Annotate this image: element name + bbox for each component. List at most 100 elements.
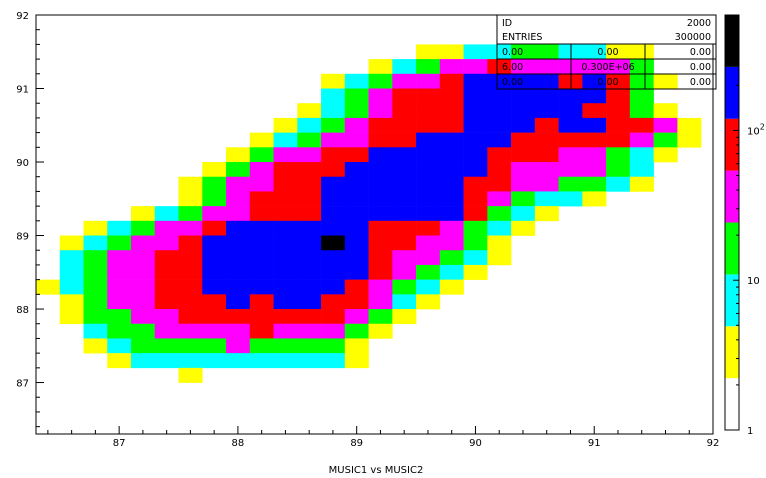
heatmap-cell xyxy=(392,176,417,192)
heatmap-cell xyxy=(653,103,678,119)
heatmap-cell xyxy=(582,162,607,178)
heatmap-cell xyxy=(344,162,369,178)
heatmap-cell xyxy=(534,147,559,163)
color-bar-segment xyxy=(725,378,739,430)
heatmap-cell xyxy=(534,117,559,133)
heatmap-cell xyxy=(629,162,654,178)
heatmap-cell xyxy=(202,220,227,236)
heatmap-cell xyxy=(321,250,346,266)
heatmap-cell xyxy=(59,235,84,251)
heatmap-cell xyxy=(439,103,464,119)
heatmap-cell xyxy=(558,132,583,148)
heatmap-cell xyxy=(273,279,298,295)
heatmap-cell xyxy=(131,279,156,295)
heatmap-cell xyxy=(511,206,536,222)
heatmap-cell xyxy=(154,294,179,310)
heatmap-cell xyxy=(107,235,132,251)
heatmap-cell xyxy=(178,294,203,310)
heatmap-cell xyxy=(107,353,132,369)
heatmap-cell xyxy=(487,117,512,133)
heatmap-cell xyxy=(321,294,346,310)
heatmap-cell xyxy=(416,147,441,163)
heatmap-cell xyxy=(439,117,464,133)
heatmap-cell xyxy=(202,279,227,295)
heatmap-cell xyxy=(178,264,203,280)
x-tick-label: 88 xyxy=(232,438,245,449)
heatmap-cell xyxy=(392,59,417,75)
heatmap-cell xyxy=(558,162,583,178)
heatmap-cell xyxy=(344,132,369,148)
heatmap-cell xyxy=(107,338,132,354)
stats-cell: 0.00 xyxy=(690,47,711,58)
y-tick-label: 90 xyxy=(16,158,29,169)
heatmap-cell xyxy=(439,191,464,207)
heatmap-cell xyxy=(534,176,559,192)
heatmap-cell xyxy=(368,220,393,236)
heatmap-cell xyxy=(558,176,583,192)
heatmap-cell xyxy=(368,147,393,163)
heatmap-cell xyxy=(321,264,346,280)
heatmap-cell xyxy=(368,250,393,266)
heatmap-cell xyxy=(439,73,464,89)
heatmap-cell xyxy=(511,220,536,236)
heatmap-cell xyxy=(273,338,298,354)
heatmap-cell xyxy=(344,88,369,104)
heatmap-cell xyxy=(582,191,607,207)
heatmap-cell xyxy=(297,176,322,192)
heatmap-cell xyxy=(582,73,607,89)
heatmap-cell xyxy=(273,235,298,251)
heatmap-cell xyxy=(202,353,227,369)
heatmap-cell xyxy=(606,132,631,148)
heatmap-cell xyxy=(321,309,346,325)
heatmap-cell xyxy=(202,235,227,251)
heatmap-cell xyxy=(321,117,346,133)
heatmap-cell xyxy=(154,206,179,222)
heatmap-cell xyxy=(226,235,251,251)
heatmap-cell xyxy=(83,220,108,236)
heatmap-cell xyxy=(416,264,441,280)
heatmap-cell xyxy=(606,162,631,178)
heatmap-cell xyxy=(439,176,464,192)
heatmap-cell xyxy=(154,323,179,339)
heatmap-cell xyxy=(439,59,464,75)
heatmap-cell xyxy=(226,191,251,207)
heatmap-cell xyxy=(487,132,512,148)
heatmap-cell xyxy=(178,235,203,251)
heatmap-cell xyxy=(392,162,417,178)
heatmap-cell xyxy=(416,103,441,119)
heatmap-cell xyxy=(416,59,441,75)
heatmap-cell xyxy=(606,176,631,192)
heatmap-cell xyxy=(249,279,274,295)
heatmap-cell xyxy=(582,117,607,133)
y-tick-label: 92 xyxy=(16,11,29,22)
heatmap-cell xyxy=(606,44,631,60)
heatmap-cell xyxy=(273,323,298,339)
heatmap-cell xyxy=(487,176,512,192)
heatmap-cell xyxy=(273,206,298,222)
heatmap-cell xyxy=(226,147,251,163)
heatmap-cell xyxy=(321,353,346,369)
heatmap-cell xyxy=(297,117,322,133)
heatmap-cell xyxy=(534,206,559,222)
heatmap-cell xyxy=(487,147,512,163)
heatmap-cell xyxy=(297,220,322,236)
heatmap-cell xyxy=(202,191,227,207)
heatmap-cell xyxy=(534,88,559,104)
heatmap-cell xyxy=(368,279,393,295)
heatmap-cell xyxy=(439,250,464,266)
heatmap-cell xyxy=(392,220,417,236)
color-bar-frame xyxy=(724,14,740,431)
heatmap-cell xyxy=(107,309,132,325)
heatmap-cell xyxy=(154,338,179,354)
heatmap-cell xyxy=(297,162,322,178)
heatmap-cell xyxy=(582,103,607,119)
color-bar-segment xyxy=(725,15,739,67)
heatmap-cell xyxy=(249,264,274,280)
color-bar-segment xyxy=(725,326,739,379)
heatmap-cell xyxy=(392,235,417,251)
heatmap-cell xyxy=(416,162,441,178)
color-bar-label: 102 xyxy=(747,122,765,137)
heatmap-cell xyxy=(511,44,536,60)
heatmap-cell xyxy=(416,73,441,89)
stats-cell: 0.00 xyxy=(597,77,618,88)
